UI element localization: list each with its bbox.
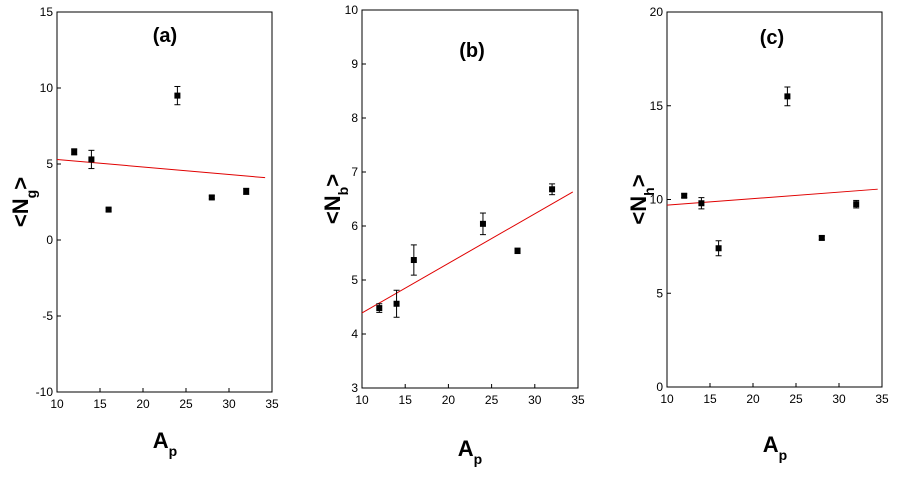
x-tick-label: 30 [832, 392, 846, 406]
x-axis-label-main: A [153, 428, 169, 453]
point [784, 93, 791, 100]
x-tick-label: 20 [136, 397, 150, 411]
x-tick-label: 15 [399, 393, 413, 407]
x-tick-label: 35 [571, 393, 585, 407]
panel-title: (c) [760, 27, 784, 49]
point [105, 206, 112, 213]
x-tick-label: 35 [875, 392, 889, 406]
x-tick-label: 30 [528, 393, 542, 407]
y-tick-label: 6 [351, 219, 358, 233]
y-tick-label: 20 [650, 5, 664, 19]
y-tick-label: 5 [656, 286, 663, 300]
x-tick-label: 25 [179, 397, 193, 411]
point [174, 92, 181, 99]
y-tick-label: 3 [351, 381, 358, 395]
y-tick-label: 4 [351, 327, 358, 341]
y-axis-label-end: > [626, 174, 651, 187]
y-axis-label-main: <N [626, 196, 651, 225]
y-tick-label: 5 [46, 157, 53, 171]
point [208, 194, 215, 201]
y-axis-label: <Nb> [320, 174, 351, 224]
point [681, 192, 688, 199]
y-tick-label: 0 [46, 233, 53, 247]
point [88, 156, 95, 163]
x-axis-label-sub: p [474, 451, 483, 467]
y-tick-label: 15 [650, 99, 664, 113]
x-tick-label: 15 [703, 392, 717, 406]
y-tick-label: 7 [351, 165, 358, 179]
y-tick-label: 15 [40, 5, 54, 19]
fit-line [361, 191, 574, 314]
y-axis-label-main: <N [320, 195, 345, 224]
y-axis-label-end: > [320, 174, 345, 187]
panel-title: (b) [459, 40, 485, 62]
point [376, 305, 383, 312]
x-tick-label: 15 [93, 397, 107, 411]
y-tick-label: -10 [36, 385, 54, 399]
point [410, 257, 417, 264]
y-axis-label-end: > [8, 177, 33, 190]
y-axis-label: <Nh> [626, 174, 657, 224]
x-tick-label: 10 [50, 397, 64, 411]
x-axis-label-main: A [763, 432, 779, 457]
panel-title: (a) [153, 25, 177, 47]
point [71, 148, 78, 155]
y-tick-label: 10 [345, 3, 359, 17]
x-tick-label: 10 [355, 393, 369, 407]
x-tick-label: 20 [746, 392, 760, 406]
x-tick-label: 25 [789, 392, 803, 406]
fit-line [56, 158, 266, 179]
point [818, 234, 825, 241]
point [698, 200, 705, 207]
x-tick-label: 30 [222, 397, 236, 411]
y-tick-label: 10 [40, 81, 54, 95]
point [393, 300, 400, 307]
y-tick-label: 9 [351, 57, 358, 71]
point [853, 201, 860, 208]
point [715, 245, 722, 252]
point [243, 188, 250, 195]
y-axis-label: <Ng> [8, 177, 39, 227]
y-axis-label-sub: h [641, 187, 657, 196]
x-axis-label: Ap [763, 432, 787, 463]
point [549, 186, 556, 193]
x-axis-label: Ap [458, 436, 482, 467]
x-tick-label: 35 [265, 397, 279, 411]
y-axis-label-main: <N [8, 198, 33, 227]
y-tick-label: 8 [351, 111, 358, 125]
y-axis-label-sub: b [335, 187, 351, 196]
x-axis-label-sub: p [779, 447, 788, 463]
y-tick-label: 5 [351, 273, 358, 287]
x-axis-label-sub: p [169, 443, 178, 459]
plot-frame [666, 11, 883, 388]
y-axis-label-sub: g [23, 190, 39, 199]
plot-frame [56, 11, 273, 393]
point [514, 247, 521, 254]
x-tick-label: 20 [442, 393, 456, 407]
y-tick-label: -5 [42, 309, 53, 323]
point [479, 220, 486, 227]
y-tick-label: 0 [656, 380, 663, 394]
plot-frame [361, 9, 579, 389]
x-axis-label: Ap [153, 428, 177, 459]
x-tick-label: 10 [660, 392, 674, 406]
x-tick-label: 25 [485, 393, 499, 407]
y-tick-label: 10 [650, 193, 664, 207]
x-axis-label-main: A [458, 436, 474, 461]
